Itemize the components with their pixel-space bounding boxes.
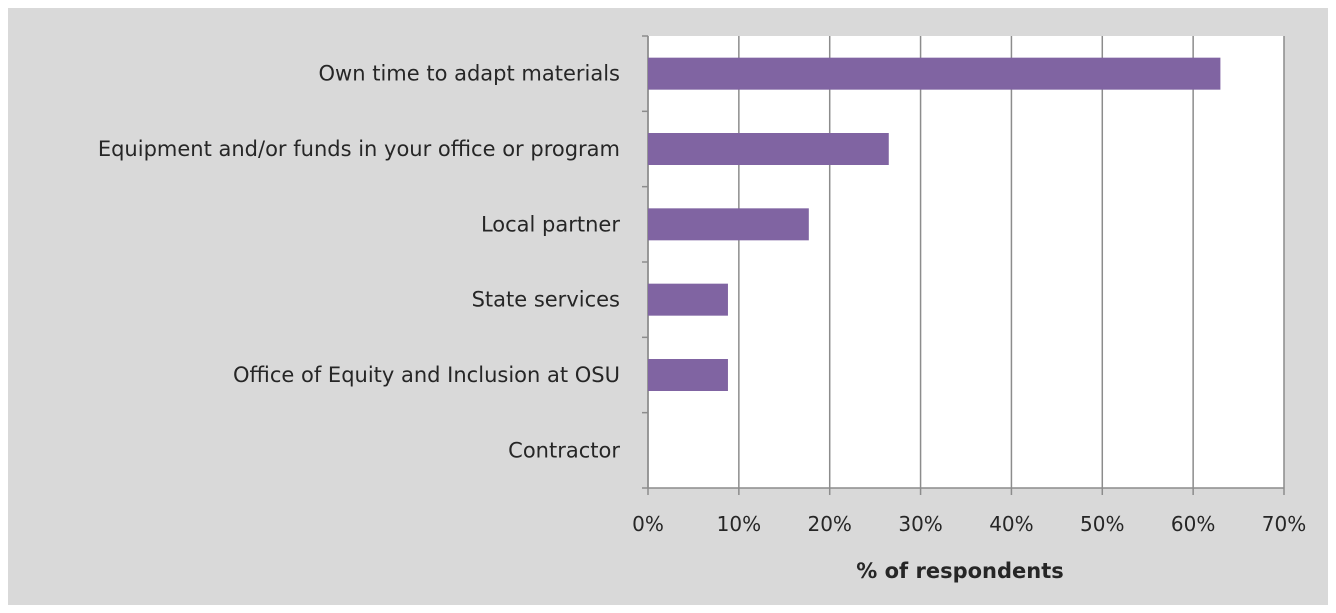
x-tick-label: 50%: [1080, 512, 1124, 536]
x-tick-label: 60%: [1171, 512, 1215, 536]
x-tick-label: 40%: [989, 512, 1033, 536]
category-labels: Own time to adapt materials Equipment and…: [98, 62, 621, 463]
bar: [648, 359, 728, 391]
bar: [648, 283, 728, 316]
x-tick-label: 10%: [717, 512, 761, 536]
category-label: Contractor: [508, 438, 620, 462]
bar: [648, 133, 889, 165]
x-tick-label: 20%: [807, 512, 851, 536]
category-label: Own time to adapt materials: [319, 62, 620, 86]
bar: [648, 208, 809, 241]
category-label: Equipment and/or funds in your office or…: [98, 137, 620, 161]
plot-area: [648, 36, 1284, 488]
gridlines: [642, 35, 1285, 495]
x-axis-title: % of respondents: [856, 559, 1064, 583]
category-label: State services: [472, 288, 620, 312]
x-tick-label: 30%: [898, 512, 942, 536]
x-tick-label: 0%: [632, 512, 664, 536]
category-label: Local partner: [481, 212, 620, 236]
bars: [648, 57, 1221, 391]
x-tick-labels: 0% 10% 20% 30% 40% 50% 60% 70%: [632, 512, 1306, 536]
category-label: Office of Equity and Inclusion at OSU: [233, 363, 620, 387]
bar: [648, 57, 1221, 90]
x-tick-label: 70%: [1262, 512, 1306, 536]
